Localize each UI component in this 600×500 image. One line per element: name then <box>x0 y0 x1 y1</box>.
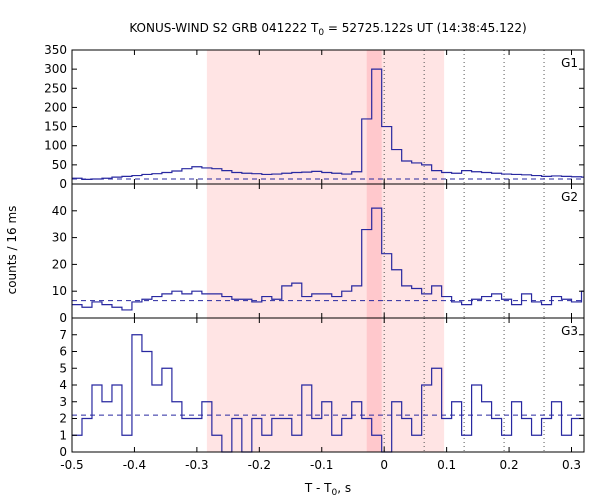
x-axis: -0.5 -0.4 -0.3 -0.2 -0.1 0 0.1 0.2 0.3 <box>60 458 581 472</box>
x-tick-label: 0 <box>380 458 388 472</box>
shaded-region-0 <box>206 50 445 184</box>
y-tick-label: 20 <box>52 257 67 271</box>
y-tick-label: 30 <box>52 231 67 245</box>
title-subscript: 0 <box>318 28 324 38</box>
histogram-g3 <box>72 334 584 453</box>
y-tick-label: 7 <box>59 328 67 342</box>
x-tick-label: -0.2 <box>248 458 271 472</box>
y-tick-label: 40 <box>52 204 67 218</box>
shaded-region-1 <box>366 50 382 184</box>
chart-title: KONUS-WIND S2 GRB 041222 T0 = 52725.122s… <box>129 21 526 38</box>
y-tick-label: 10 <box>52 284 67 298</box>
histogram-g1 <box>72 68 584 181</box>
x-label-prefix: T - T <box>304 481 332 495</box>
x-label-subscript: 0 <box>332 488 338 498</box>
y-axis-label: counts / 16 ms <box>5 206 19 295</box>
x-axis-label: T - T0, s <box>304 481 351 498</box>
x-tick-label: 0.1 <box>437 458 456 472</box>
shaded-region-1 <box>366 184 382 318</box>
panel-g3: 0 1 2 3 4 5 6 7 G3 <box>59 317 585 459</box>
y-tick-label: 50 <box>52 158 67 172</box>
y-tick-label: 200 <box>44 100 67 114</box>
panels: 050100150200250300350G1010203040G2012345… <box>44 43 585 472</box>
shaded-region-0 <box>206 184 445 318</box>
panel-g1: 0 50 100 150 200 250 300 350 G1 <box>44 43 585 191</box>
x-tick-label: 0.3 <box>562 458 581 472</box>
shaded-region-0 <box>206 318 445 452</box>
y-tick-label: 3 <box>59 395 67 409</box>
y-tick-label: 4 <box>59 378 67 392</box>
y-tick-label: 300 <box>44 62 67 76</box>
y-tick-label: 6 <box>59 345 67 359</box>
shaded-region-1 <box>366 318 382 452</box>
x-tick-label: -0.1 <box>310 458 333 472</box>
x-tick-label: -0.5 <box>60 458 83 472</box>
x-tick-label: -0.4 <box>123 458 146 472</box>
y-tick-label: 350 <box>44 43 67 57</box>
y-tick-label: 0 <box>59 311 67 325</box>
x-label-suffix: , s <box>337 481 351 495</box>
title-suffix: = 52725.122s UT (14:38:45.122) <box>324 21 527 35</box>
y-tick-label: 0 <box>59 177 67 191</box>
y-tick-label: 2 <box>59 412 67 426</box>
y-tick-label: 0 <box>59 445 67 459</box>
y-tick-label: 150 <box>44 120 67 134</box>
y-tick-label: 1 <box>59 428 67 442</box>
y-tick-label: 100 <box>44 139 67 153</box>
title-prefix: KONUS-WIND S2 GRB 041222 T <box>129 21 319 35</box>
x-tick-label: -0.3 <box>185 458 208 472</box>
panel-g2: 0 10 20 30 40 G2 <box>52 183 585 325</box>
x-tick-label: 0.2 <box>500 458 519 472</box>
panel-label: G3 <box>561 324 578 338</box>
y-tick-label: 5 <box>59 361 67 375</box>
panel-label: G2 <box>561 190 578 204</box>
histogram-g2 <box>72 207 584 311</box>
panel-label: G1 <box>561 56 578 70</box>
y-tick-label: 250 <box>44 81 67 95</box>
